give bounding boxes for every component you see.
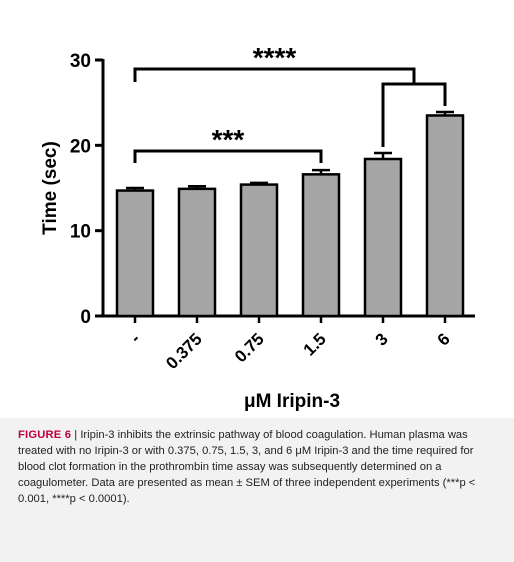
bar <box>425 114 465 318</box>
x-tick-label: - <box>126 329 143 346</box>
y-tick-label: 10 <box>70 222 91 243</box>
bar-chart: Time (sec) μM Iripin-3 0 10 20 30 - 0.375 0.75… <box>40 42 475 412</box>
bar <box>177 187 217 318</box>
y-tick-label: 20 <box>70 136 91 157</box>
significance-bracket-1-label: **** <box>253 42 297 73</box>
x-tick-label: 0.375 <box>162 329 206 373</box>
significance-bracket-1 <box>133 67 416 84</box>
bar <box>301 173 341 318</box>
x-tick-label: 1.5 <box>300 329 330 359</box>
bar <box>239 183 279 318</box>
x-tick-label: 0.75 <box>231 329 268 366</box>
x-tick-label: 6 <box>434 329 454 349</box>
bar <box>363 157 403 318</box>
bar <box>115 189 155 318</box>
x-axis-label: μM Iripin-3 <box>244 391 340 412</box>
significance-bracket-0 <box>133 149 323 163</box>
y-axis-label: Time (sec) <box>40 141 61 235</box>
caption-separator: | <box>71 429 81 441</box>
caption-label: FIGURE 6 <box>18 429 72 441</box>
chart-area: Time (sec) μM Iripin-3 0 10 20 30 - 0.375 0.75… <box>40 42 475 412</box>
figure-caption: FIGURE 6 | Iripin-3 inhibits the extrins… <box>0 418 514 562</box>
y-tick-label: 0 <box>80 307 91 328</box>
significance-bracket-0-label: *** <box>212 124 245 155</box>
x-tick-label: 3 <box>372 329 392 349</box>
caption-text: Iripin-3 inhibits the extrinsic pathway … <box>18 429 476 505</box>
y-tick-label: 30 <box>70 51 91 72</box>
